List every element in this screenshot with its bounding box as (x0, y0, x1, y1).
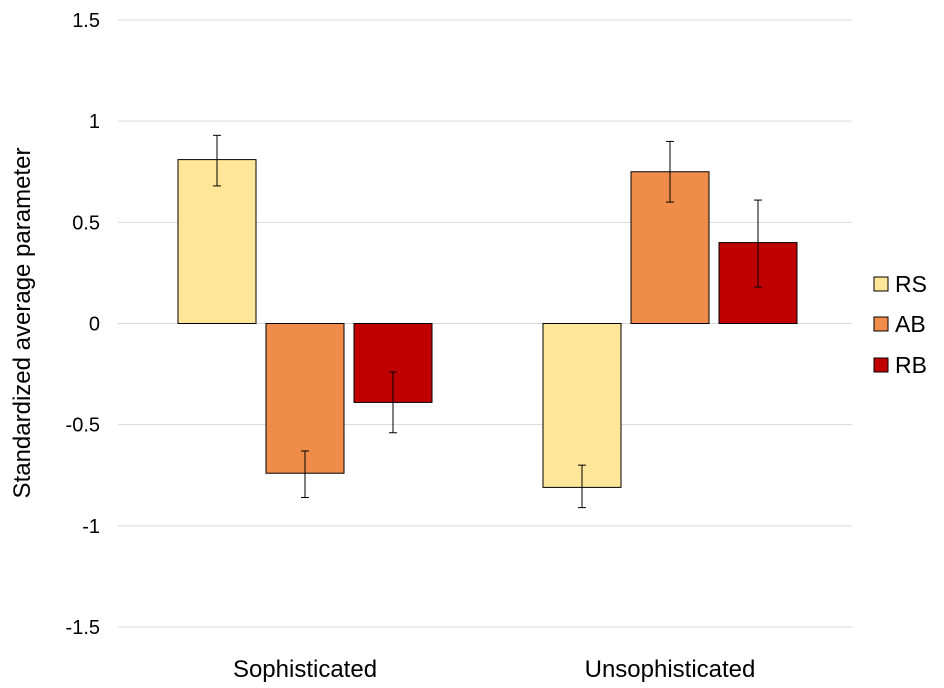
legend: RS AB RB (873, 271, 927, 378)
x-category-label: Unsophisticated (585, 656, 756, 683)
x-category-label: Sophisticated (233, 656, 377, 683)
y-axis-title: Standardized average parameter (9, 148, 36, 499)
y-tick-label: 0.5 (72, 212, 100, 234)
error-bars (213, 134, 762, 509)
legend-swatch-rs (873, 276, 889, 292)
legend-label-ab: AB (895, 311, 926, 337)
bar-rs-sophisticated (177, 159, 257, 324)
bars (177, 159, 798, 488)
y-tick-label: -0.5 (66, 415, 100, 437)
x-axis-categories: Sophisticated Unsophisticated (233, 656, 755, 683)
bar-ab-sophisticated (265, 323, 345, 474)
bar-rs-unsophisticated (542, 323, 622, 488)
y-tick-label: -1 (82, 516, 100, 538)
y-tick-label: -1.5 (66, 617, 100, 639)
y-tick-label: 1 (89, 111, 100, 133)
y-axis-ticks: 1.5 1 0.5 0 -0.5 -1 -1.5 (66, 10, 100, 639)
y-tick-label: 1.5 (72, 10, 100, 32)
legend-label-rs: RS (895, 271, 927, 297)
legend-swatch-ab (873, 316, 889, 332)
legend-swatch-rb (873, 357, 889, 373)
y-tick-label: 0 (89, 314, 100, 336)
legend-label-rb: RB (895, 352, 927, 378)
